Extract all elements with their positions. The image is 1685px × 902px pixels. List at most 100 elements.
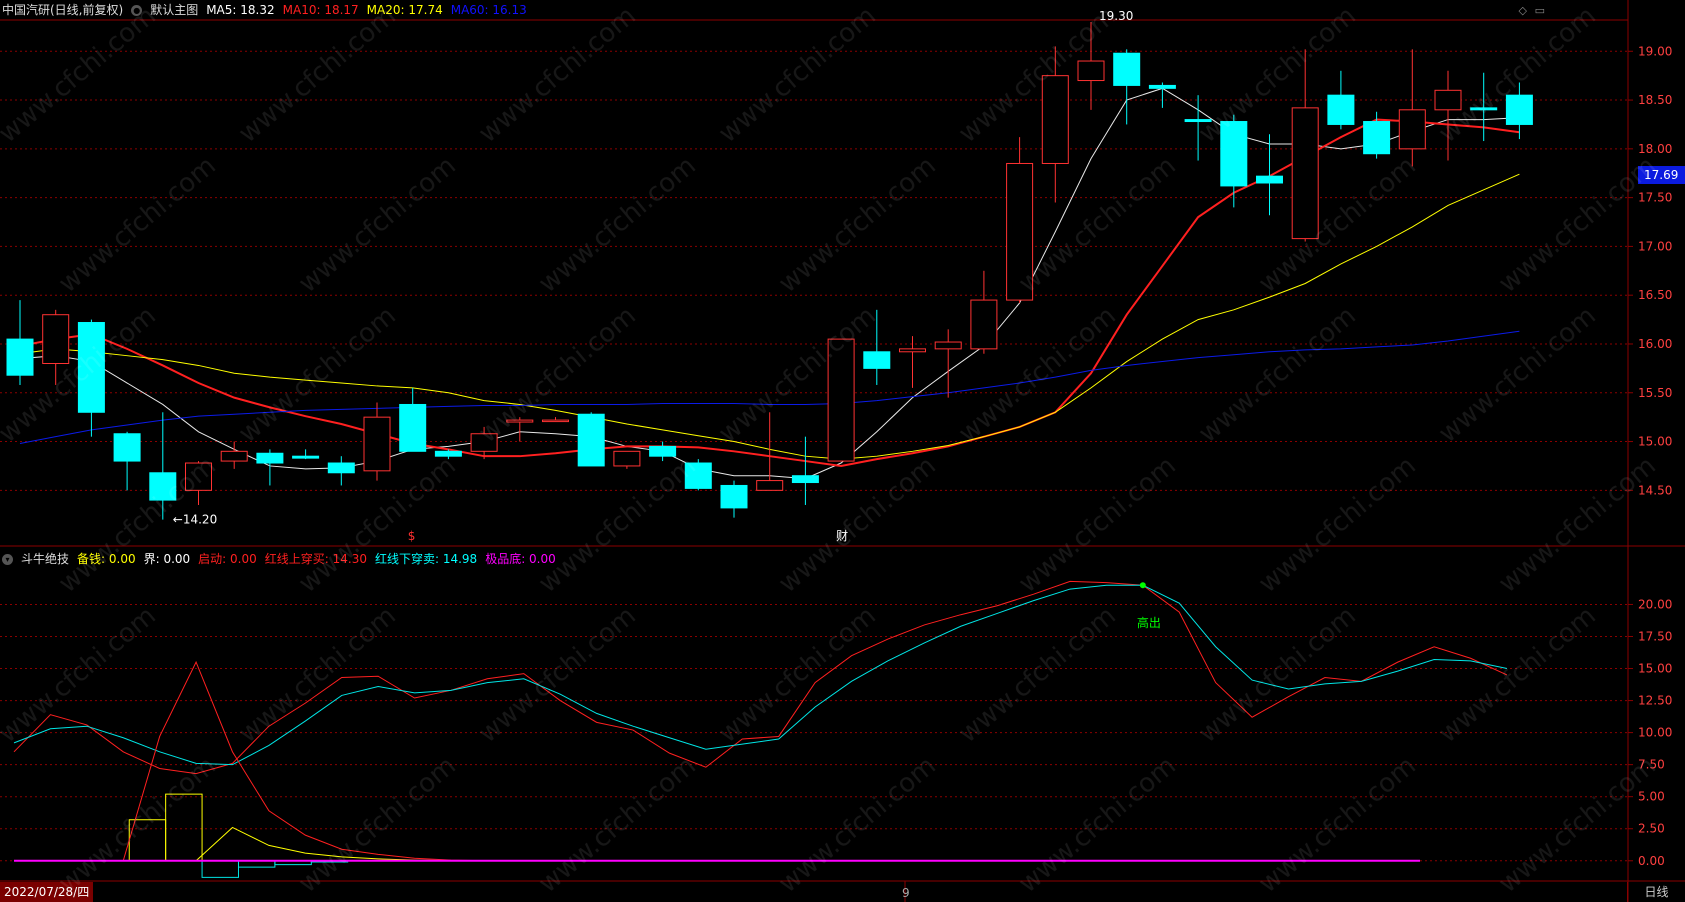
period-label[interactable]: 日线 — [1627, 882, 1685, 902]
candle-body — [684, 462, 712, 489]
candle-body — [506, 419, 534, 423]
y-tick-label: 14.50 — [1638, 483, 1672, 497]
candle-body — [149, 472, 177, 501]
candle-body — [327, 462, 355, 474]
candle-body — [1505, 94, 1533, 125]
candle-body — [1148, 84, 1176, 89]
y-tick-label: 16.50 — [1638, 288, 1672, 302]
indicator-name[interactable]: 斗牛绝技 — [21, 552, 70, 566]
candle-body — [363, 416, 391, 472]
candle-body — [470, 433, 498, 452]
ma60-label: MA60: 16.13 — [450, 3, 527, 17]
candle-body — [42, 314, 70, 364]
main-chart-header: 中国汽研(日线,前复权) ● 默认主图 MA5: 18.32 MA10: 18.… — [2, 0, 527, 20]
candle-body — [649, 445, 677, 457]
chart-annotation: ←14.20 — [173, 513, 217, 527]
y-tick-label: 17.50 — [1638, 629, 1672, 643]
candle-body — [934, 341, 962, 350]
candle-body — [791, 475, 819, 484]
y-tick-label: 18.00 — [1638, 142, 1672, 156]
candle-body — [542, 419, 569, 423]
indicator-step — [274, 860, 312, 866]
ma-line-ma60 — [19, 330, 1520, 444]
signal-dot — [1139, 582, 1146, 589]
candle-body — [1256, 175, 1283, 184]
y-tick-label: 17.50 — [1638, 191, 1672, 205]
indicator-beiqian: 备钱: 0.00 — [77, 552, 136, 566]
y-tick-label: 2.50 — [1638, 822, 1665, 836]
candle-body — [220, 450, 248, 462]
y-tick-label: 20.00 — [1638, 597, 1672, 611]
y-tick-label: 18.50 — [1638, 93, 1672, 107]
y-tick-label: 15.50 — [1638, 386, 1672, 400]
candle-body — [1077, 60, 1105, 82]
indicator-line — [13, 580, 1508, 775]
indicator-jie: 界: 0.00 — [143, 552, 191, 566]
candle-body — [1327, 94, 1355, 125]
candle-body — [827, 338, 855, 462]
candle-body — [756, 480, 784, 491]
settings-icon[interactable]: ● — [131, 4, 143, 16]
y-tick-label: 15.00 — [1638, 662, 1672, 676]
y-tick-label: 17.00 — [1638, 239, 1672, 253]
candle-body — [1398, 109, 1426, 150]
chevron-down-icon[interactable]: ▾ — [2, 553, 13, 565]
y-tick-label: 0.00 — [1638, 854, 1665, 868]
indicator-line — [13, 584, 1508, 766]
y-tick-label: 7.50 — [1638, 758, 1665, 772]
current-price-box: 17.69 — [1638, 166, 1685, 184]
y-tick-label: 19.00 — [1638, 44, 1672, 58]
indicator-step — [165, 793, 203, 861]
indicator-jipin-di: 极品底: 0.00 — [485, 552, 556, 566]
candle-body — [1434, 89, 1462, 111]
candle-body — [1470, 107, 1498, 111]
candle-body — [399, 403, 427, 452]
date-label: 2022/07/28/四 — [0, 882, 94, 902]
chart-annotation: 财 — [836, 529, 848, 543]
candle-body — [185, 462, 212, 491]
indicator-step — [201, 860, 239, 878]
ma10-label: MA10: 18.17 — [282, 3, 359, 17]
y-tick-label: 12.50 — [1638, 694, 1672, 708]
window-icon[interactable]: ▭ — [1534, 4, 1545, 17]
candle-body — [899, 348, 926, 353]
indicator-line — [195, 826, 451, 862]
y-tick-label: 15.00 — [1638, 435, 1672, 449]
candle-body — [970, 299, 998, 350]
candle-body — [613, 450, 641, 467]
chart-annotation: $ — [408, 529, 416, 543]
diamond-icon[interactable]: ◇ — [1518, 4, 1527, 17]
y-tick-label: 16.00 — [1638, 337, 1672, 351]
main-chart-label[interactable]: 默认主图 — [150, 3, 199, 17]
candle-body — [1220, 121, 1248, 187]
candle-body — [577, 413, 605, 467]
indicator-qidong: 启动: 0.00 — [198, 552, 257, 566]
candle-body — [1184, 119, 1212, 123]
stock-title[interactable]: 中国汽研(日线,前复权) — [2, 3, 124, 17]
y-tick-label: 5.00 — [1638, 790, 1665, 804]
chart-annotation: 19.30 — [1099, 9, 1133, 23]
candle-body — [1113, 52, 1141, 86]
candle-body — [863, 351, 891, 369]
candle-body — [256, 452, 284, 464]
ma5-label: MA5: 18.32 — [206, 3, 275, 17]
candle-body — [1291, 107, 1319, 240]
candle-body — [720, 484, 748, 509]
indicator-red-cross-sell: 红线下穿卖: 14.98 — [374, 552, 478, 566]
indicator-red-cross-buy: 红线上穿买: 14.30 — [264, 552, 367, 566]
signal-label: 高出 — [1137, 615, 1161, 630]
candle-body — [113, 433, 141, 462]
y-tick-label: 10.00 — [1638, 726, 1672, 740]
candle-body — [292, 455, 320, 459]
candle-body — [77, 322, 105, 413]
candle-body — [1363, 121, 1391, 155]
ma20-label: MA20: 17.74 — [366, 3, 443, 17]
indicator-line — [122, 660, 488, 862]
candle-body — [434, 450, 462, 457]
indicator-step — [128, 819, 167, 861]
candle-body — [1006, 162, 1034, 301]
candle-body — [6, 338, 34, 376]
candle-body — [1041, 75, 1069, 164]
indicator-header: ▾ 斗牛绝技 备钱: 0.00 界: 0.00 启动: 0.00 红线上穿买: … — [2, 549, 556, 569]
